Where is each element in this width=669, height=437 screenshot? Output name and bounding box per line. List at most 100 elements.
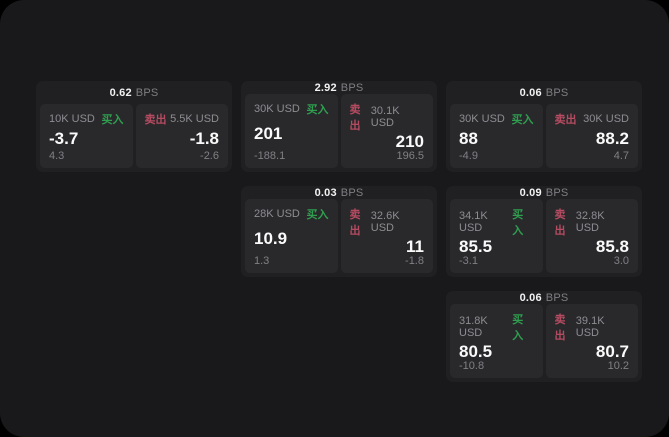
quote-card: 2.92 BPS 30K USD 买入 201 -188.1 卖出 30.1K … — [241, 81, 437, 172]
buy-size: 30K USD — [459, 113, 505, 125]
buy-label: 买入 — [512, 209, 524, 237]
sell-price: 85.8 — [595, 237, 629, 256]
sell-sub-value: 10.2 — [607, 360, 629, 372]
buy-price: 85.5 — [459, 237, 493, 256]
buy-label: 买入 — [306, 209, 329, 221]
sell-label: 卖出 — [554, 314, 566, 342]
sell-sub-value: 196.5 — [396, 150, 424, 162]
buy-panel[interactable]: 28K USD 买入 10.9 1.3 — [245, 199, 338, 273]
quote-card: 0.09 BPS 34.1K USD 买入 85.5 -3.1 卖出 32.8K… — [446, 186, 642, 277]
buy-sub-value: -10.8 — [459, 360, 485, 372]
buy-sub-value: -4.9 — [459, 150, 478, 162]
sell-label: 卖出 — [144, 114, 167, 126]
sell-size: 5.5K USD — [170, 113, 219, 125]
sell-panel[interactable]: 卖出 32.8K USD 85.8 3.0 — [545, 199, 638, 273]
sell-panel-top: 卖出 30K USD — [555, 111, 630, 127]
quote-panels: 10K USD 买入 -3.7 4.3 卖出 5.5K USD -1.8 -2.… — [36, 104, 232, 172]
sell-panel-top: 卖出 32.8K USD — [555, 206, 630, 238]
quote-panels: 30K USD 买入 88 -4.9 卖出 30K USD 88.2 4.7 — [446, 104, 642, 172]
bps-value: 0.03 — [314, 186, 337, 199]
buy-price: 88 — [459, 129, 478, 148]
bps-value: 0.62 — [109, 86, 132, 99]
sell-sub-value: -2.6 — [200, 150, 219, 162]
buy-size: 30K USD — [254, 103, 300, 115]
sell-label: 卖出 — [554, 114, 577, 126]
cards-grid: 0.62 BPS 10K USD 买入 -3.7 4.3 卖出 5.5K USD… — [36, 81, 642, 382]
buy-sub-value: 4.3 — [49, 150, 65, 162]
bps-unit: BPS — [340, 81, 364, 94]
bps-unit: BPS — [135, 86, 159, 99]
sell-size: 30K USD — [583, 113, 629, 125]
sell-sub-value: 3.0 — [613, 255, 629, 267]
bps-unit: BPS — [545, 186, 569, 199]
sell-panel[interactable]: 卖出 5.5K USD -1.8 -2.6 — [135, 104, 228, 168]
quote-card: 0.06 BPS 31.8K USD 买入 80.5 -10.8 卖出 39.1… — [446, 291, 642, 382]
buy-size: 28K USD — [254, 208, 300, 220]
sell-panel-top: 卖出 32.6K USD — [350, 206, 425, 238]
sell-size: 32.6K USD — [370, 210, 400, 234]
buy-panel-top: 30K USD 买入 — [254, 101, 329, 117]
buy-sub-value: -3.1 — [459, 255, 478, 267]
buy-panel-top: 30K USD 买入 — [459, 111, 534, 127]
card-header: 2.92 BPS — [241, 81, 437, 94]
quote-panels: 34.1K USD 买入 85.5 -3.1 卖出 32.8K USD 85.8… — [446, 199, 642, 277]
buy-sub-value: -188.1 — [254, 150, 286, 162]
card-header: 0.62 BPS — [36, 81, 232, 104]
buy-label: 买入 — [101, 114, 124, 126]
buy-panel[interactable]: 30K USD 买入 201 -188.1 — [245, 94, 338, 168]
sell-label: 卖出 — [349, 104, 361, 132]
sell-size: 32.8K USD — [575, 210, 605, 234]
sell-price: 210 — [395, 132, 424, 151]
bps-value: 2.92 — [314, 81, 337, 94]
bps-unit: BPS — [340, 186, 364, 199]
quote-panels: 31.8K USD 买入 80.5 -10.8 卖出 39.1K USD 80.… — [446, 304, 642, 382]
sell-label: 卖出 — [554, 209, 566, 237]
sell-panel[interactable]: 卖出 30K USD 88.2 4.7 — [545, 104, 638, 168]
buy-label: 买入 — [306, 104, 329, 116]
card-header: 0.06 BPS — [446, 81, 642, 104]
buy-panel[interactable]: 30K USD 买入 88 -4.9 — [450, 104, 543, 168]
bps-unit: BPS — [545, 291, 569, 304]
buy-price: 10.9 — [254, 229, 288, 248]
buy-size: 31.8K USD — [459, 315, 488, 339]
buy-sub-value: 1.3 — [254, 255, 270, 267]
buy-label: 买入 — [512, 314, 524, 342]
buy-panel[interactable]: 34.1K USD 买入 85.5 -3.1 — [450, 199, 543, 273]
quote-panels: 30K USD 买入 201 -188.1 卖出 30.1K USD 210 1… — [241, 94, 437, 172]
card-header: 0.06 BPS — [446, 291, 642, 304]
sell-panel-top: 卖出 5.5K USD — [145, 111, 220, 127]
quote-card: 0.06 BPS 30K USD 买入 88 -4.9 卖出 30K USD 8… — [446, 81, 642, 172]
sell-panel[interactable]: 卖出 39.1K USD 80.7 10.2 — [545, 304, 638, 378]
buy-panel-top: 34.1K USD 买入 — [459, 206, 534, 238]
quote-panels: 28K USD 买入 10.9 1.3 卖出 32.6K USD 11 -1.8 — [241, 199, 437, 277]
buy-panel[interactable]: 10K USD 买入 -3.7 4.3 — [40, 104, 133, 168]
buy-panel[interactable]: 31.8K USD 买入 80.5 -10.8 — [450, 304, 543, 378]
quote-card: 0.03 BPS 28K USD 买入 10.9 1.3 卖出 32.6K US… — [241, 186, 437, 277]
buy-size: 34.1K USD — [459, 210, 488, 234]
buy-panel-top: 31.8K USD 买入 — [459, 311, 534, 343]
sell-price: 11 — [406, 237, 424, 256]
card-header: 0.09 BPS — [446, 186, 642, 199]
sell-price: 88.2 — [595, 129, 629, 148]
buy-size: 10K USD — [49, 113, 95, 125]
sell-panel-top: 卖出 39.1K USD — [555, 311, 630, 343]
sell-price: 80.7 — [595, 342, 629, 361]
sell-size: 39.1K USD — [575, 315, 605, 339]
sell-size: 30.1K USD — [370, 105, 400, 129]
buy-price: 80.5 — [459, 342, 493, 361]
buy-label: 买入 — [511, 114, 534, 126]
bps-value: 0.09 — [519, 186, 542, 199]
sell-panel-top: 卖出 30.1K USD — [350, 101, 425, 133]
sell-panel[interactable]: 卖出 32.6K USD 11 -1.8 — [340, 199, 433, 273]
sell-price: -1.8 — [189, 129, 219, 148]
quote-card: 0.62 BPS 10K USD 买入 -3.7 4.3 卖出 5.5K USD… — [36, 81, 232, 172]
sell-sub-value: 4.7 — [613, 150, 629, 162]
buy-panel-top: 10K USD 买入 — [49, 111, 124, 127]
bps-value: 0.06 — [519, 86, 542, 99]
buy-price: 201 — [254, 124, 283, 143]
buy-panel-top: 28K USD 买入 — [254, 206, 329, 222]
card-header: 0.03 BPS — [241, 186, 437, 199]
sell-label: 卖出 — [349, 209, 361, 237]
sell-panel[interactable]: 卖出 30.1K USD 210 196.5 — [340, 94, 433, 168]
